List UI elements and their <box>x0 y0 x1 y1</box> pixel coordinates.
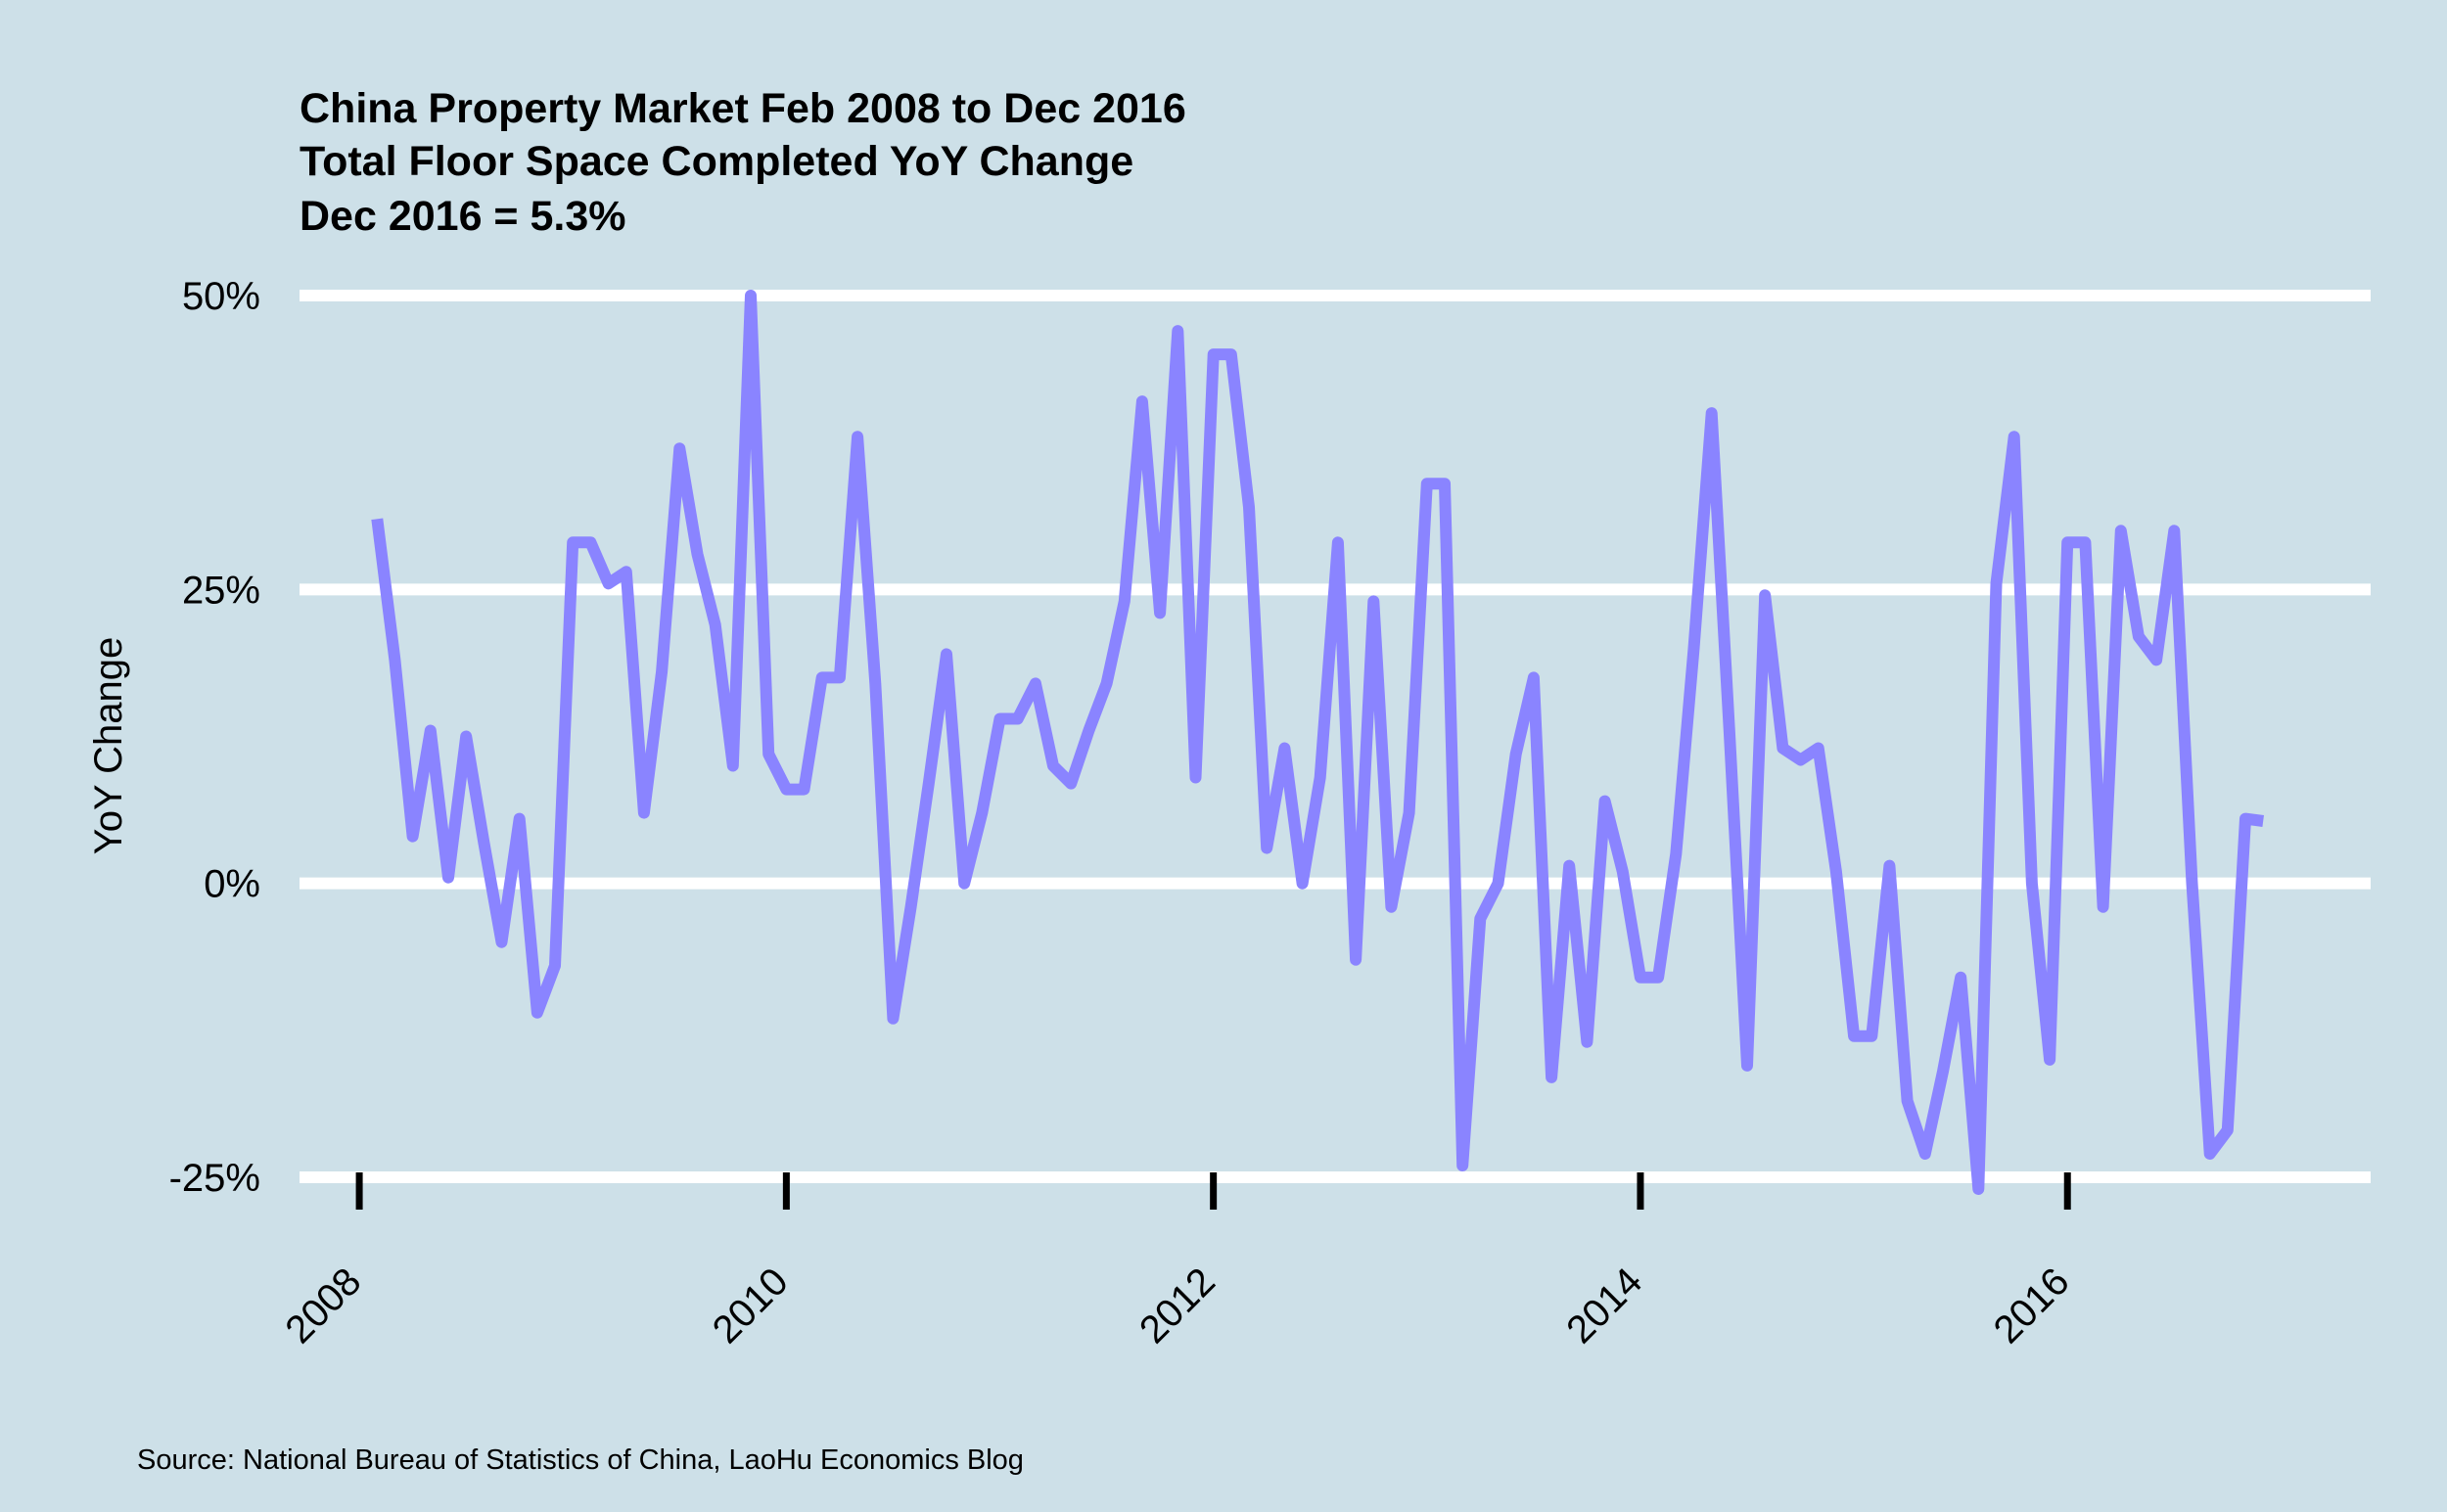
x-tick-label: 2010 <box>705 1260 797 1352</box>
x-tick-label: 2008 <box>277 1260 369 1352</box>
y-tick-label: 50% <box>182 275 260 318</box>
chart-annotation: Dec 2016 = 5.3% <box>300 193 626 240</box>
data-series <box>371 290 2264 1195</box>
source-note: Source: National Bureau of Statistics of… <box>137 1444 1024 1476</box>
y-tick-label: 25% <box>182 569 260 612</box>
x-tick-label: 2016 <box>1986 1260 2078 1352</box>
y-tick-label: -25% <box>169 1157 260 1200</box>
y-tick-label: 0% <box>204 863 260 906</box>
x-axis-ticks: 2008 2010 2012 2014 2016 <box>277 1172 2078 1352</box>
chart-title: China Property Market Feb 2008 to Dec 20… <box>300 85 1186 132</box>
chart-subtitle: Total Floor Space Completed YoY Change <box>300 138 1134 185</box>
y-axis-label: YoY Change <box>87 637 130 854</box>
x-tick-label: 2012 <box>1131 1260 1224 1352</box>
x-tick-label: 2014 <box>1558 1260 1650 1352</box>
series-line <box>371 290 2264 1195</box>
y-axis-ticks: -25% 0% 25% 50% <box>169 275 260 1200</box>
